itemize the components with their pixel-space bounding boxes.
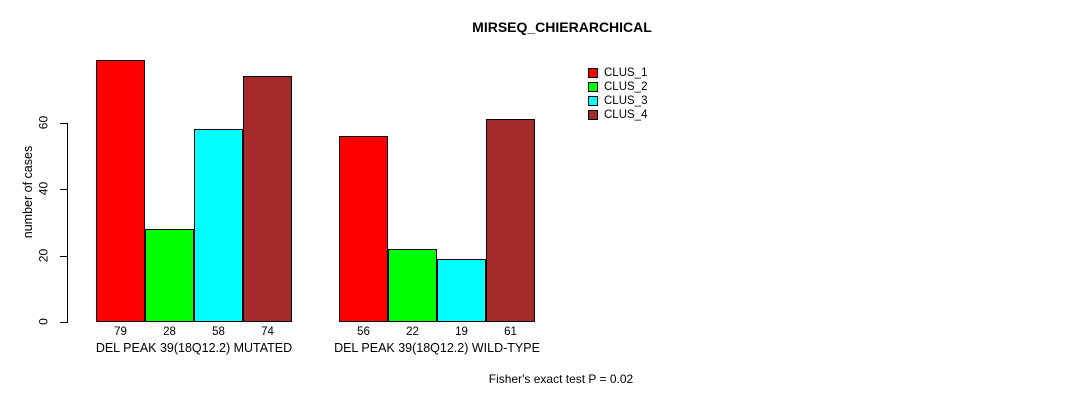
legend: CLUS_1 CLUS_2 CLUS_3 CLUS_4 — [588, 66, 647, 122]
legend-swatch-clus_3 — [588, 96, 598, 106]
legend-label: CLUS_2 — [604, 81, 648, 93]
bar-value-label: 56 — [357, 326, 370, 338]
legend-swatch-clus_1 — [588, 68, 598, 78]
bar-clus_4 — [486, 119, 535, 322]
stat-annotation: Fisher's exact test P = 0.02 — [488, 372, 634, 386]
legend-swatch-clus_2 — [588, 82, 598, 92]
legend-label: CLUS_3 — [604, 95, 648, 107]
bar-value-label: 22 — [406, 326, 419, 338]
bar-value-label: 74 — [261, 326, 274, 338]
bar-value-label: 28 — [163, 326, 176, 338]
legend-swatch-clus_4 — [588, 110, 598, 120]
bar-clus_2 — [388, 249, 437, 322]
y-tick-mark — [60, 189, 68, 190]
y-axis-title: number of cases — [21, 145, 35, 239]
legend-item: CLUS_3 — [588, 94, 647, 108]
legend-item: CLUS_2 — [588, 80, 647, 94]
legend-label: CLUS_1 — [604, 67, 648, 79]
bar-value-label: 79 — [114, 326, 127, 338]
y-axis-line — [67, 123, 68, 323]
y-tick-label: 20 — [36, 248, 51, 263]
y-tick-label: 60 — [36, 115, 51, 130]
legend-item: CLUS_4 — [588, 108, 647, 122]
y-tick-label: 0 — [36, 318, 51, 325]
bar-value-label: 19 — [455, 326, 468, 338]
y-tick-label: 40 — [36, 181, 51, 196]
bar-clus_3 — [437, 259, 486, 322]
y-tick-mark — [60, 256, 68, 257]
legend-label: CLUS_4 — [604, 109, 648, 121]
group-label: DEL PEAK 39(18Q12.2) MUTATED — [95, 341, 293, 355]
bar-clus_4 — [243, 76, 292, 322]
y-tick-mark — [60, 123, 68, 124]
group-label: DEL PEAK 39(18Q12.2) WILD-TYPE — [334, 341, 540, 355]
bar-clus_2 — [145, 229, 194, 322]
y-tick-mark — [60, 322, 68, 323]
bar-clus_1 — [96, 60, 145, 322]
bar-clus_1 — [339, 136, 388, 322]
legend-item: CLUS_1 — [588, 66, 647, 80]
bar-value-label: 58 — [212, 326, 225, 338]
bar-clus_3 — [194, 129, 243, 322]
chart-title: MIRSEQ_CHIERARCHICAL — [472, 19, 652, 35]
bar-value-label: 61 — [504, 326, 517, 338]
